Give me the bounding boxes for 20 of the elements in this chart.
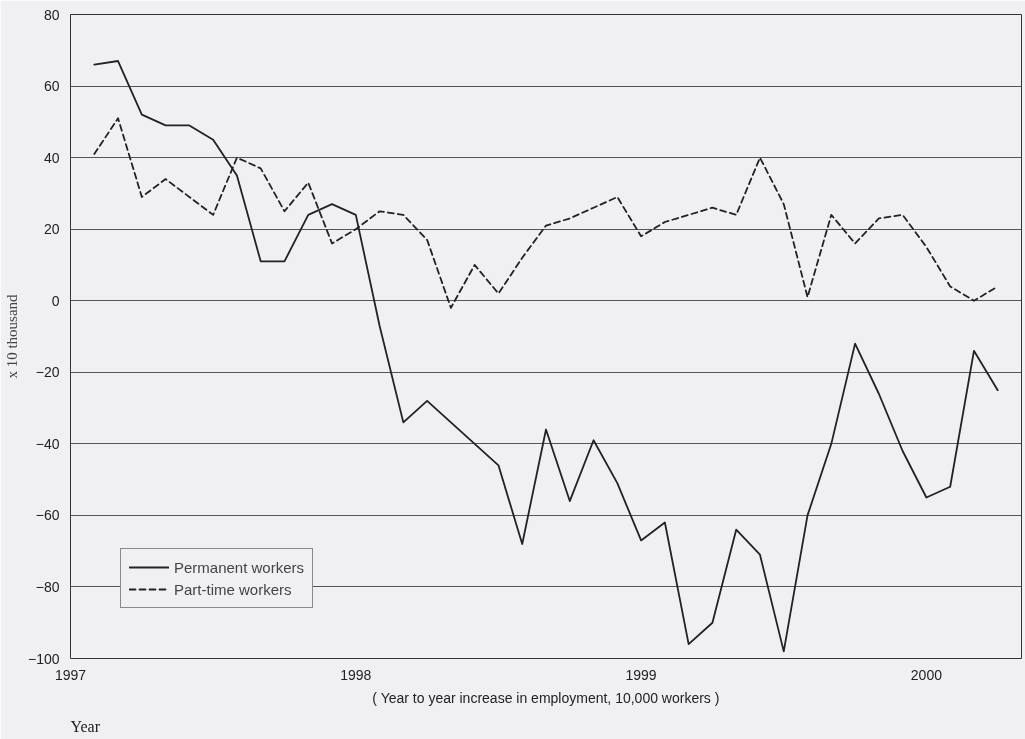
x-axis-title: Year: [70, 717, 101, 735]
y-tick-label: −100: [27, 650, 60, 667]
y-tick-label: 0: [51, 292, 60, 309]
x-tick-label: 2000: [910, 666, 943, 683]
y-tick-label: −40: [35, 435, 60, 452]
legend-label: Part-time workers: [174, 580, 292, 598]
y-tick-label: 80: [43, 6, 60, 23]
legend-label: Permanent workers: [174, 558, 305, 576]
line-series: [93, 60, 999, 653]
y-tick-label: 40: [43, 149, 60, 166]
x-tick-label: 1998: [340, 666, 372, 683]
y-tick-label: −60: [35, 507, 60, 524]
y-tick-label: 60: [43, 78, 60, 95]
y-tick-label: −80: [35, 578, 60, 595]
y-axis-title: x 10 thousand: [3, 293, 20, 379]
y-tick-label: 20: [43, 221, 60, 238]
x-tick-label: 1999: [625, 666, 657, 683]
text: ( Year to year increase in employment, 10,000 workers ): [372, 689, 720, 706]
x-tick-label: 1997: [54, 666, 87, 683]
y-tick-label: −20: [35, 364, 60, 381]
